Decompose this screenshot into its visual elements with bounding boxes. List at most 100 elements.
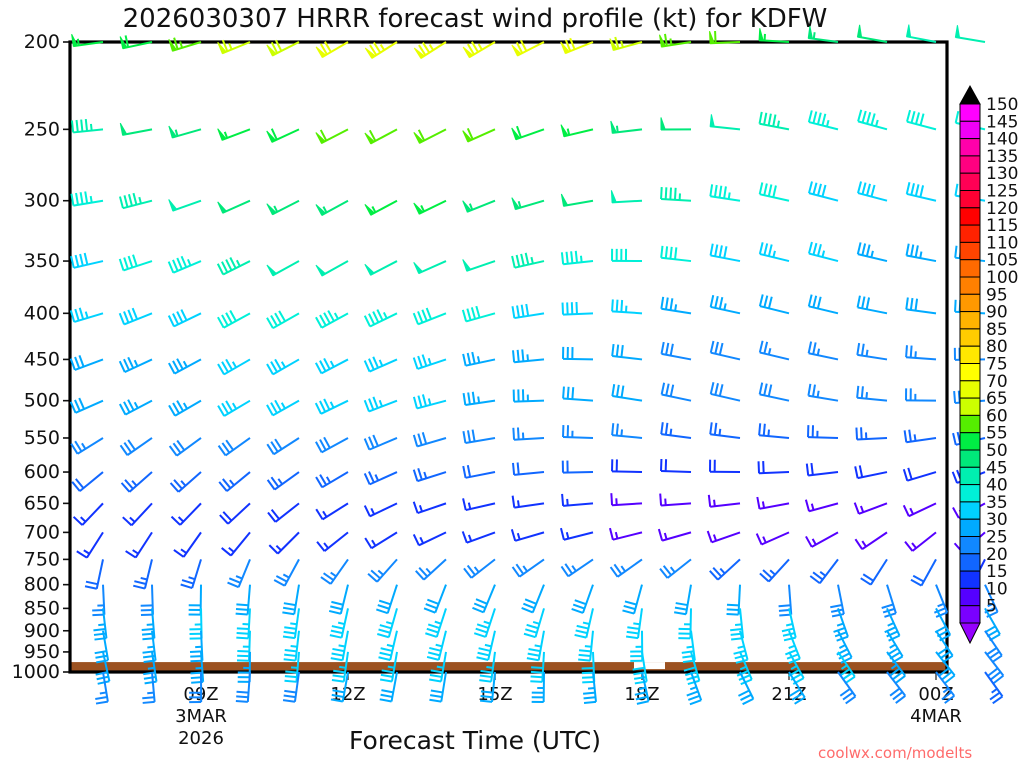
wind-barb	[363, 356, 398, 373]
wind-barb	[511, 39, 545, 57]
colorbar-cell	[959, 397, 981, 416]
colorbar-cell	[959, 241, 981, 261]
wind-barb	[511, 558, 545, 578]
wind-barb	[463, 558, 496, 579]
x-axis-label: Forecast Time (UTC)	[349, 726, 601, 755]
colorbar-tick-label: 30	[986, 510, 1008, 530]
wind-barb	[472, 584, 496, 614]
wind-barb	[758, 111, 790, 131]
wind-barb	[118, 254, 153, 272]
wind-barb	[709, 340, 741, 361]
wind-barb	[733, 630, 749, 664]
colorbar-tick-label: 65	[986, 389, 1008, 409]
wind-barb	[709, 459, 741, 474]
wind-barb	[217, 128, 251, 141]
wind-barb	[378, 630, 398, 661]
y-tick-label: 450	[24, 348, 60, 370]
wind-barb	[266, 39, 300, 57]
wind-barb	[167, 255, 202, 274]
wind-barb	[119, 437, 153, 456]
wind-barb	[267, 502, 300, 523]
wind-barb	[331, 651, 349, 683]
wind-barb	[574, 608, 594, 639]
wind-barb	[510, 529, 545, 542]
wind-barb	[807, 425, 839, 439]
colorbar-cell	[959, 518, 981, 538]
wind-barb	[266, 310, 300, 330]
wind-barb	[118, 356, 153, 373]
wind-barb	[69, 355, 104, 371]
wind-barb	[219, 502, 251, 525]
wind-barb	[523, 608, 545, 639]
wind-barb	[283, 630, 300, 662]
wind-barb	[578, 630, 594, 662]
wind-barb	[805, 531, 839, 548]
wind-barb	[168, 37, 202, 52]
colorbar-tick-label: 5	[986, 597, 997, 617]
wind-barb	[217, 39, 251, 55]
wind-barb	[807, 26, 839, 43]
wind-barb	[954, 25, 986, 43]
wind-barb	[984, 671, 1004, 705]
y-tick-label: 500	[24, 390, 60, 412]
wind-barb	[902, 467, 937, 482]
colorbar-tick-label: 135	[986, 147, 1018, 167]
colorbar-tick-label: 45	[986, 458, 1008, 478]
wind-barb	[611, 343, 643, 361]
wind-barb	[133, 559, 153, 590]
colorbar-cell	[959, 120, 981, 140]
wind-barb	[71, 34, 104, 48]
wind-barb	[673, 584, 692, 616]
wind-barb	[412, 307, 447, 326]
wind-barb	[854, 465, 888, 480]
wind-barb	[660, 117, 692, 131]
y-tick-label: 250	[24, 118, 60, 140]
colorbar-tick-label: 40	[986, 476, 1008, 496]
terrain-fill	[71, 662, 947, 672]
wind-barb	[315, 41, 349, 59]
wind-barb	[561, 460, 594, 474]
wind-barb	[805, 462, 839, 477]
wind-barb	[611, 423, 643, 439]
wind-barb	[758, 28, 790, 43]
wind-barb	[659, 33, 692, 48]
colorbar-tick-label: 60	[986, 406, 1008, 426]
wind-barb	[856, 342, 888, 361]
wind-barb	[560, 37, 594, 55]
wind-barb	[70, 437, 104, 455]
wind-barb	[756, 496, 790, 510]
y-tick-label: 900	[24, 620, 60, 642]
wind-barb	[70, 118, 104, 134]
wind-barb	[118, 399, 153, 416]
y-tick-label: 200	[24, 31, 60, 53]
wind-barb	[189, 671, 203, 704]
wind-barb	[935, 671, 956, 704]
wind-barb	[412, 432, 447, 448]
wind-barb	[217, 310, 251, 329]
wind-barb	[609, 558, 643, 578]
wind-barb	[479, 651, 496, 683]
wind-barb	[611, 248, 643, 263]
y-tick-label: 550	[24, 427, 60, 449]
wind-barb	[379, 651, 398, 683]
colorbar-cell	[959, 207, 981, 226]
wind-barb	[807, 241, 839, 263]
wind-barb	[364, 199, 398, 216]
wind-barb	[707, 494, 741, 508]
wind-barb	[462, 127, 496, 143]
colorbar-cell	[959, 605, 981, 624]
wind-barb	[511, 495, 545, 509]
colorbar-tick-label: 90	[986, 303, 1008, 323]
colorbar-cell	[959, 466, 981, 486]
y-tick-label: 1000	[12, 661, 60, 683]
wind-barb	[511, 125, 545, 141]
wind-barb	[853, 502, 888, 515]
wind-barb	[905, 297, 937, 315]
wind-barb	[315, 260, 349, 277]
wind-barb	[521, 584, 545, 614]
wind-barb	[95, 651, 111, 685]
wind-barb	[583, 671, 597, 705]
colorbar-tick-label: 140	[986, 130, 1018, 150]
wind-barb	[526, 630, 545, 662]
wind-barb	[169, 471, 202, 493]
